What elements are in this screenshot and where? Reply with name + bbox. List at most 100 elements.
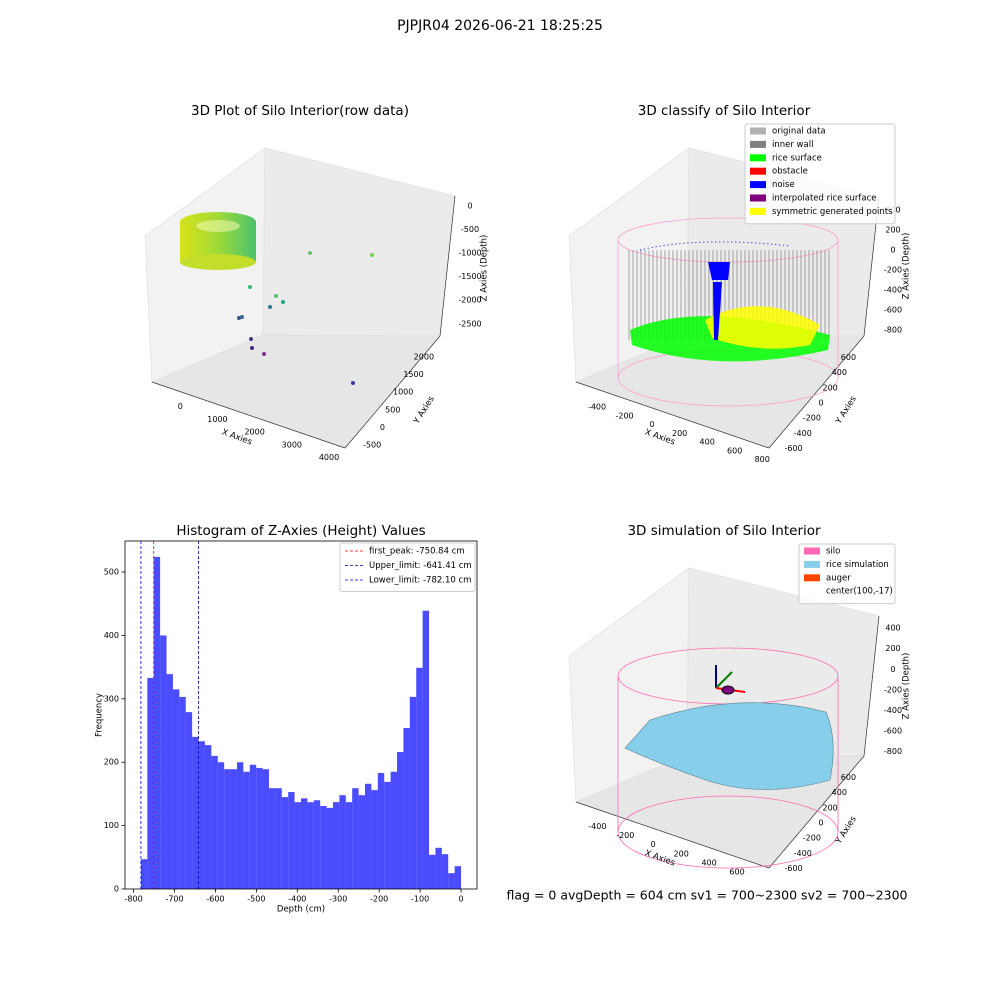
axis-line xyxy=(768,755,865,869)
z-tick-label: -400 xyxy=(884,706,902,715)
y-tick-label: -200 xyxy=(803,834,821,843)
x-tick-label: 0 xyxy=(458,895,463,904)
legend-swatch xyxy=(750,207,766,215)
x-tick-label: -600 xyxy=(206,895,224,904)
x-tick-label: 3000 xyxy=(282,440,302,449)
bar xyxy=(198,741,205,889)
bar xyxy=(275,788,282,889)
bar xyxy=(429,854,436,889)
y-tick-label: 0 xyxy=(818,399,823,408)
legend-label: noise xyxy=(772,180,795,190)
y-tick-label: 0 xyxy=(380,423,385,432)
panel-title: Histogram of Z-Axies (Height) Values xyxy=(176,523,425,539)
bar xyxy=(307,802,314,889)
z-tick-label: -500 xyxy=(461,225,479,234)
ring-hole xyxy=(196,220,240,232)
x-tick-label: 4000 xyxy=(319,453,339,462)
y-tick-label: -600 xyxy=(784,444,802,453)
bar xyxy=(256,767,263,889)
point xyxy=(250,346,254,350)
z-tick-label: 0 xyxy=(890,246,895,255)
z-tick-label: 0 xyxy=(467,201,472,210)
legend-label: silo xyxy=(826,547,840,557)
legend-label: auger xyxy=(826,573,851,583)
legend-label: rice surface xyxy=(772,153,822,163)
bar xyxy=(435,847,442,889)
x-tick-label: 0 xyxy=(651,840,656,849)
y-axis-label: Frequency xyxy=(95,693,105,737)
bar xyxy=(140,859,148,889)
legend-box xyxy=(798,543,896,605)
bar xyxy=(358,795,366,889)
point xyxy=(248,285,252,289)
x-tick-label: 800 xyxy=(755,455,770,464)
y-tick-label: -400 xyxy=(794,849,812,858)
bar xyxy=(160,635,167,889)
z-tick-label: 400 xyxy=(885,624,900,633)
x-tick-label: 0 xyxy=(178,402,183,411)
bar xyxy=(249,764,257,889)
bar xyxy=(345,802,353,889)
raw-cloud xyxy=(180,212,374,385)
y-tick-label: -200 xyxy=(803,414,821,423)
legend-label: symmetric generated points xyxy=(772,207,893,217)
rice-surface xyxy=(624,702,834,790)
y-tick-label: 1500 xyxy=(403,370,423,379)
z-tick-label: -800 xyxy=(884,747,902,756)
z-tick-label: -1500 xyxy=(458,272,481,281)
axis-line xyxy=(575,381,770,449)
bar xyxy=(422,610,430,889)
footer: flag = 0 avgDepth = 604 cm sv1 = 700~230… xyxy=(507,888,908,903)
y-tick-label: 500 xyxy=(385,405,400,414)
point xyxy=(370,253,374,257)
auger-axis xyxy=(715,671,733,689)
z-tick-label: -800 xyxy=(884,326,902,335)
x-tick-label: -700 xyxy=(165,895,183,904)
bar xyxy=(416,667,423,889)
point xyxy=(240,315,244,319)
x-tick-label: -100 xyxy=(411,895,429,904)
x-tick-label: 200 xyxy=(674,849,689,858)
axis-line xyxy=(575,801,770,869)
x-tick-label: 1000 xyxy=(207,415,227,424)
x-tick-label: 200 xyxy=(672,429,687,438)
z-tick-label: 0 xyxy=(890,665,895,674)
simulation xyxy=(617,647,839,869)
bar xyxy=(211,755,218,889)
legend-swatch xyxy=(804,587,820,595)
bar xyxy=(326,807,333,889)
x-tick-label: -200 xyxy=(615,411,633,420)
auger xyxy=(721,685,735,695)
bar xyxy=(204,745,212,889)
bar xyxy=(454,866,462,889)
bar xyxy=(397,752,404,889)
x-tick-label: 400 xyxy=(700,438,715,447)
legend-label: interpolated rice surface xyxy=(772,194,877,204)
bar xyxy=(236,762,244,889)
panel-title: 3D classify of Silo Interior xyxy=(638,103,811,119)
plot-frame xyxy=(124,540,478,890)
point xyxy=(262,352,266,356)
bar xyxy=(320,805,327,889)
z-axis-label: Z Axies (Depth) xyxy=(480,235,490,302)
legend-swatch xyxy=(804,547,820,555)
bar xyxy=(371,790,378,889)
bar xyxy=(153,556,161,889)
z-tick-label: -2000 xyxy=(458,296,481,305)
legend-swatch xyxy=(750,154,766,162)
legend-label: center(100,-17) xyxy=(826,587,893,597)
panel-title: 3D simulation of Silo Interior xyxy=(627,523,821,539)
bar xyxy=(365,783,372,889)
symmetric-points xyxy=(705,306,820,349)
x-tick-label: -300 xyxy=(329,895,347,904)
z-tick-label: -200 xyxy=(884,685,902,694)
y-tick-label: 600 xyxy=(841,353,856,362)
x-tick-label: -800 xyxy=(125,895,143,904)
bar xyxy=(224,769,231,889)
bar xyxy=(448,873,455,889)
z-tick-label: -400 xyxy=(884,286,902,295)
axis-line xyxy=(863,615,880,757)
bar xyxy=(409,696,417,889)
legend-swatch xyxy=(750,181,766,189)
